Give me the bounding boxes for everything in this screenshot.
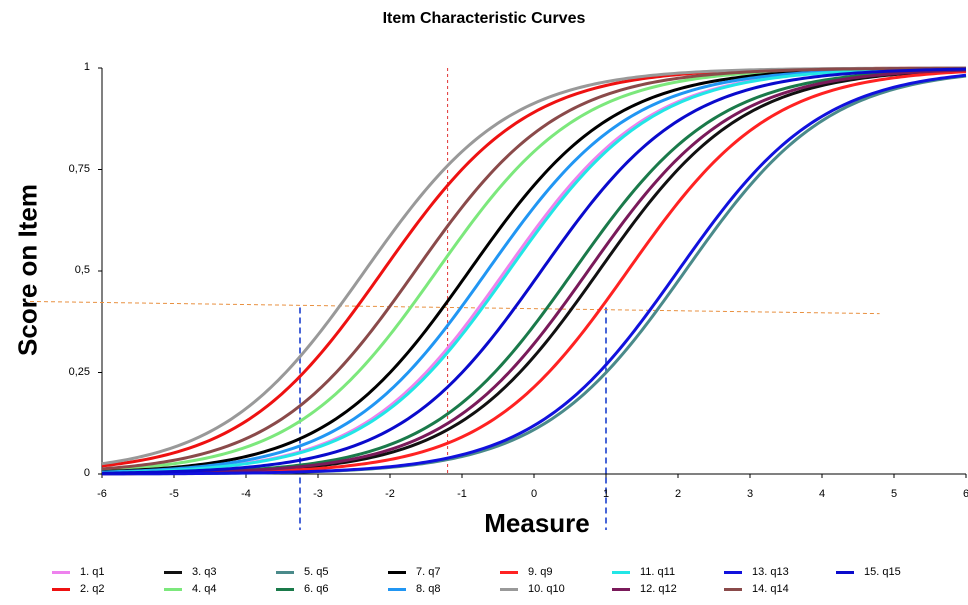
x-tick-label: -1 xyxy=(457,488,467,500)
legend-item: 4. q4 xyxy=(164,583,216,595)
x-tick-label: -6 xyxy=(97,488,107,500)
legend-swatch xyxy=(276,570,294,574)
legend-label: 9. q9 xyxy=(528,566,553,578)
legend-swatch xyxy=(612,587,630,591)
legend-item: 10. q10 xyxy=(500,583,565,595)
x-tick-label: 3 xyxy=(746,488,754,500)
legend-item: 13. q13 xyxy=(724,566,789,578)
curve-7-q7 xyxy=(101,66,967,474)
x-tick-label: -5 xyxy=(169,488,179,500)
legend-label: 10. q10 xyxy=(528,583,565,595)
legend-swatch xyxy=(724,587,742,591)
curve-6-q6 xyxy=(101,68,967,475)
curve-5-q5 xyxy=(101,74,967,476)
legend-label: 13. q13 xyxy=(752,566,789,578)
curve-11-q11 xyxy=(101,67,967,475)
plot-area xyxy=(29,66,967,530)
legend-swatch xyxy=(388,587,406,591)
legend-swatch xyxy=(500,587,518,591)
curve-8-q8 xyxy=(101,67,967,474)
legend-swatch xyxy=(164,587,182,591)
curves xyxy=(101,66,967,476)
legend-label: 1. q1 xyxy=(80,566,105,578)
legend-item: 1. q1 xyxy=(52,566,104,578)
legend-label: 8. q8 xyxy=(416,583,441,595)
curve-12-q12 xyxy=(101,68,967,476)
curve-10-q10 xyxy=(101,66,966,466)
legend-swatch xyxy=(52,587,70,591)
reference-lines xyxy=(29,68,880,530)
curve-15-q15 xyxy=(101,67,967,475)
x-tick-label: 6 xyxy=(962,488,968,500)
x-axis-label: Measure xyxy=(484,508,590,538)
x-tick-label: -3 xyxy=(313,488,323,500)
legend-swatch xyxy=(276,587,294,591)
curve-13-q13 xyxy=(102,73,967,476)
legend-item: 2. q2 xyxy=(52,583,104,595)
y-tick-label: 0,5 xyxy=(74,264,90,276)
legend-swatch xyxy=(836,570,854,574)
legend-item: 14. q14 xyxy=(724,583,789,595)
y-tick-label: 1 xyxy=(83,61,90,73)
legend-item: 7. q7 xyxy=(388,566,440,578)
legend-label: 4. q4 xyxy=(192,583,217,595)
chart-title: Item Characteristic Curves xyxy=(382,10,586,27)
legend-label: 11. q11 xyxy=(640,566,676,578)
y-axis-label: Score on Item xyxy=(12,184,43,356)
x-tick-label: 0 xyxy=(530,488,538,500)
legend-item: 9. q9 xyxy=(500,566,552,578)
legend-swatch xyxy=(164,570,182,574)
curve-14-q14 xyxy=(101,66,967,471)
axes xyxy=(98,67,967,478)
curve-2-q2 xyxy=(101,66,967,468)
legend-label: 6. q6 xyxy=(304,583,329,595)
y-tick-label: 0,75 xyxy=(68,162,90,175)
legend-label: 15. q15 xyxy=(864,566,901,578)
legend-item: 5. q5 xyxy=(276,566,328,578)
legend-item: 3. q3 xyxy=(164,566,216,578)
legend-swatch xyxy=(612,570,630,574)
x-tick-label: -4 xyxy=(241,488,251,500)
legend-label: 14. q14 xyxy=(752,583,789,595)
x-tick-label: 5 xyxy=(890,488,898,500)
legend-swatch xyxy=(724,570,742,574)
x-tick-label: -2 xyxy=(385,488,395,500)
legend-swatch xyxy=(52,570,70,574)
legend-item: 15. q15 xyxy=(836,566,901,578)
curve-4-q4 xyxy=(101,66,967,472)
legend-label: 2. q2 xyxy=(80,583,105,595)
legend-item: 12. q12 xyxy=(612,583,677,595)
curve-3-q3 xyxy=(101,68,967,476)
y-tick-label: 0,25 xyxy=(68,365,90,378)
reference-line-horizontal xyxy=(29,300,880,315)
legend-item: 11. q11 xyxy=(612,566,675,578)
x-tick-label: 1 xyxy=(602,488,610,500)
legend-item: 6. q6 xyxy=(276,583,328,595)
legend-item: 8. q8 xyxy=(388,583,440,595)
legend-label: 7. q7 xyxy=(416,566,441,578)
x-tick-label: 2 xyxy=(674,488,682,500)
legend-label: 3. q3 xyxy=(192,566,217,578)
legend-label: 12. q12 xyxy=(640,583,677,595)
legend-swatch xyxy=(500,570,518,574)
x-tick-label: 4 xyxy=(818,488,826,500)
y-tick-label: 0 xyxy=(83,467,90,479)
legend-label: 5. q5 xyxy=(304,566,329,578)
legend-swatch xyxy=(388,570,406,574)
curve-1-q1 xyxy=(101,67,967,474)
